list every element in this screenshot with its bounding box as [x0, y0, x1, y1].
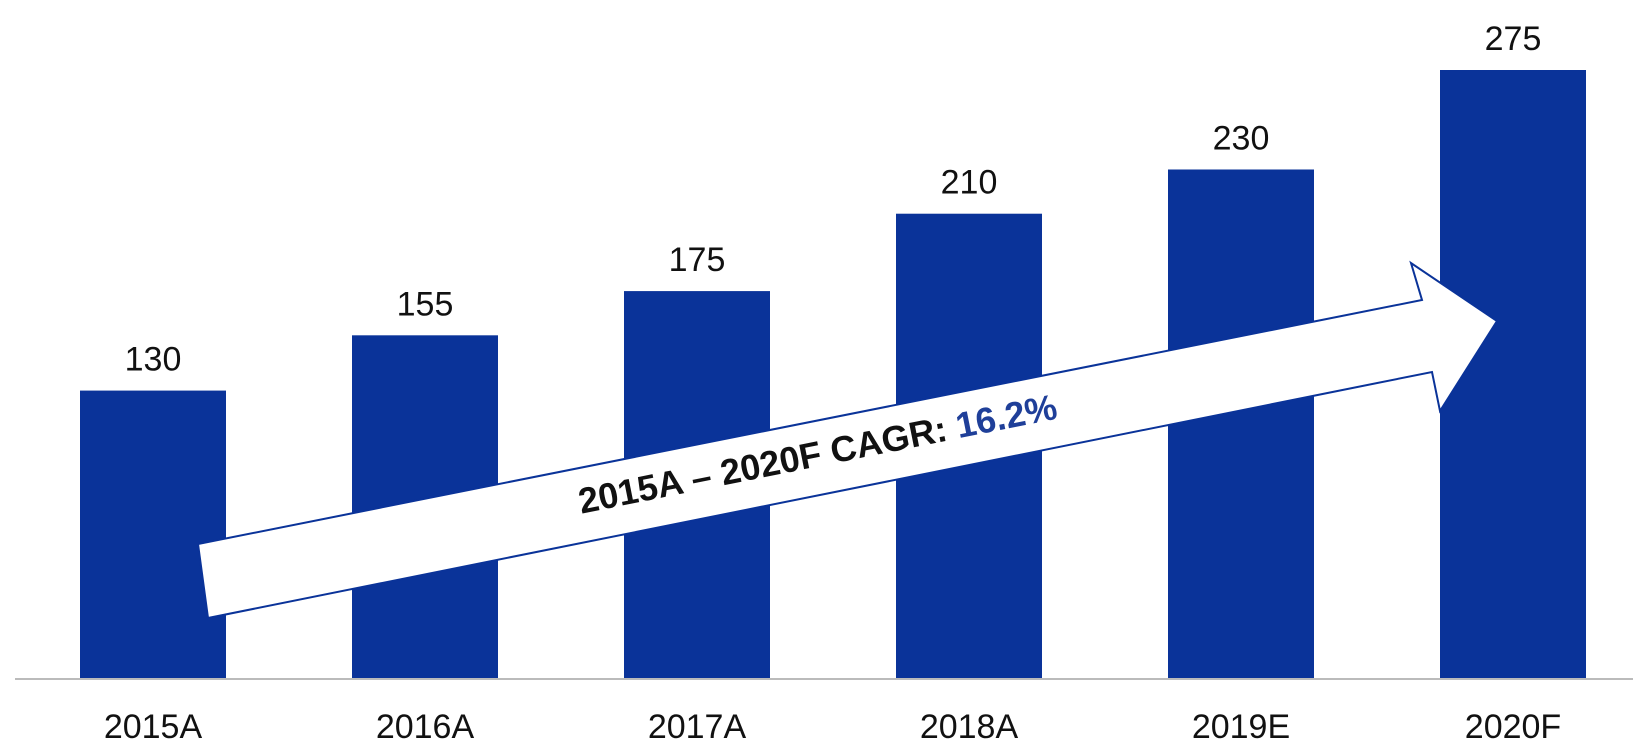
- bar: [80, 390, 226, 678]
- x-tick-label: 2016A: [376, 708, 475, 746]
- x-tick-label: 2018A: [920, 708, 1019, 746]
- value-label: 175: [669, 241, 726, 279]
- value-label: 155: [397, 285, 454, 323]
- value-label: 210: [941, 164, 998, 202]
- x-tick-label: 2019E: [1192, 708, 1290, 746]
- bar: [1168, 169, 1314, 678]
- x-tick-label: 2020F: [1465, 708, 1561, 746]
- cagr-arrow: [196, 260, 1499, 620]
- value-label: 275: [1485, 20, 1542, 58]
- value-label: 230: [1213, 119, 1270, 157]
- x-tick-label: 2017A: [648, 708, 747, 746]
- x-tick-label: 2015A: [104, 708, 203, 746]
- value-label: 130: [125, 341, 182, 379]
